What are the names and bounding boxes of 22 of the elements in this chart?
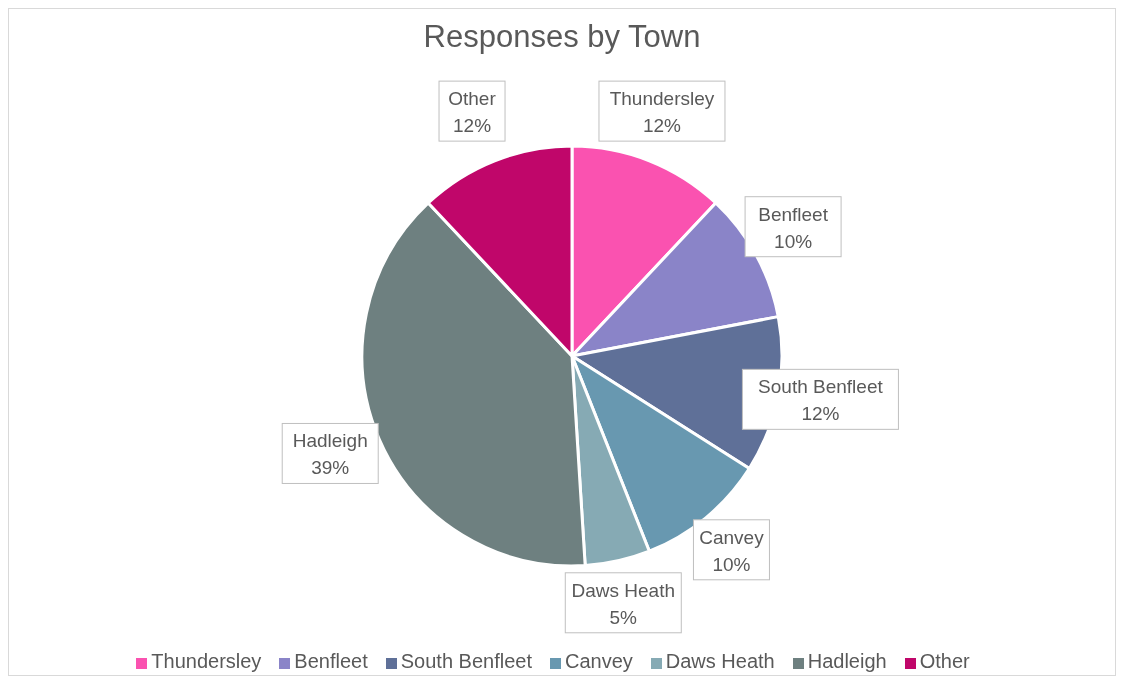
slice-label: Other: [448, 88, 497, 110]
data-label: 5%: [609, 606, 638, 628]
legend-label: Daws Heath: [665, 650, 775, 672]
legend-label: Thundersley: [151, 650, 262, 672]
legend-label: Benfleet: [294, 650, 368, 672]
slice-label: Canvey: [699, 526, 765, 548]
legend-label: Other: [919, 650, 970, 672]
chart-title: Responses by Town: [422, 19, 702, 55]
data-label: 10%: [712, 553, 751, 575]
legend-label: Canvey: [564, 650, 633, 672]
slice-label: Hadleigh: [292, 430, 368, 452]
slice-label: South Benfleet: [758, 376, 884, 398]
legend-label: Hadleigh: [807, 650, 887, 672]
data-label: 10%: [774, 230, 813, 252]
data-label: 39%: [311, 457, 350, 479]
data-label: 12%: [801, 403, 840, 425]
slice-label: Thundersley: [609, 88, 715, 110]
data-label: 12%: [453, 115, 492, 137]
slice-label: Benfleet: [758, 203, 829, 225]
data-label: 12%: [642, 115, 682, 137]
legend-label: South Benfleet: [400, 650, 532, 672]
slice-label: Daws Heath: [571, 579, 676, 601]
